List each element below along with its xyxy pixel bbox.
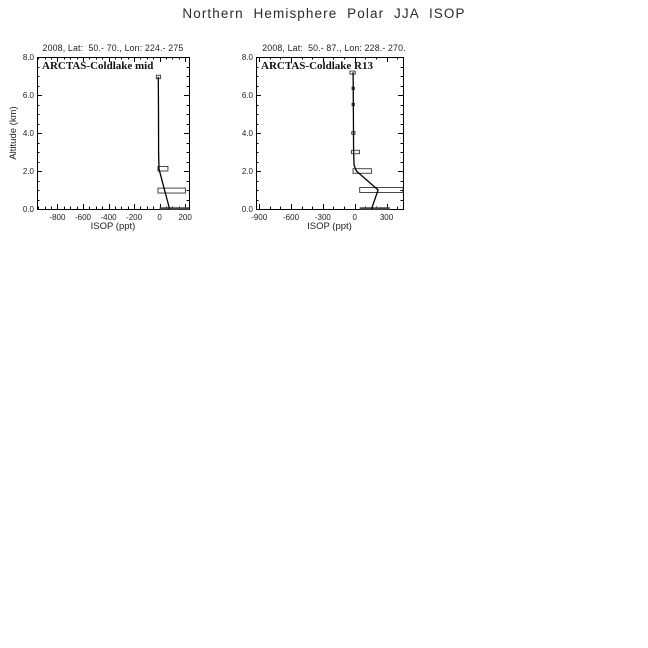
plot-frame xyxy=(37,57,190,210)
panel-header-right: 2008, Lat: 50.- 87., Lon: 228.- 270. xyxy=(262,43,406,53)
y-tick-label: 4.0 xyxy=(23,129,35,138)
panel-label-right: ARCTAS-Coldlake R13 xyxy=(261,60,373,72)
x-tick-label: -400 xyxy=(101,213,118,222)
chart-panel-left: -800 -600 -400 -200 0 200 0.0 2.0 4.0 6.0 8.0 xyxy=(23,53,193,222)
obs-box xyxy=(352,168,372,174)
x-axis-title-left: ISOP (ppt) xyxy=(90,221,136,232)
x-tick-label: 200 xyxy=(178,213,192,222)
x-tick-label: -900 xyxy=(251,213,268,222)
obs-boxes xyxy=(349,70,404,193)
obs-box xyxy=(157,165,169,172)
y-tick-label: 2.0 xyxy=(23,167,35,176)
x-tick-label: 0 xyxy=(352,213,357,222)
model-profile-line xyxy=(352,72,379,210)
y-tick-label: 2.0 xyxy=(242,167,254,176)
panel-label-left: ARCTAS-Coldlake mid xyxy=(42,60,154,72)
x-axis-title-right: ISOP (ppt) xyxy=(307,221,352,232)
figure-title: Northern Hemisphere Polar JJA ISOP xyxy=(182,6,466,21)
obs-box xyxy=(157,187,186,194)
chart-panel-right: -900 -600 -300 0 300 0.0 2.0 4.0 6.0 8.0 xyxy=(242,53,404,222)
x-tick-label: 300 xyxy=(380,213,394,222)
obs-boxes xyxy=(155,74,186,194)
axis-ticks xyxy=(256,57,403,210)
y-tick-label: 0.0 xyxy=(242,205,254,214)
x-tick-label: -600 xyxy=(283,213,300,222)
x-tick-label: -600 xyxy=(75,213,92,222)
obs-box xyxy=(359,187,404,193)
obs-box xyxy=(351,149,360,155)
x-tick-label: -800 xyxy=(49,213,66,222)
y-tick-label: 8.0 xyxy=(242,53,254,62)
model-profile-line xyxy=(157,76,171,210)
plot-frame xyxy=(256,57,404,210)
x-tick-label: 0 xyxy=(157,213,162,222)
axis-ticks xyxy=(37,57,189,210)
x-tick-label: -200 xyxy=(126,213,143,222)
x-tick-label: -300 xyxy=(315,213,332,222)
panel-header-left: 2008, Lat: 50.- 70., Lon: 224.- 275 xyxy=(42,43,184,53)
y-tick-label: 0.0 xyxy=(23,205,35,214)
y-tick-label: 8.0 xyxy=(23,53,35,62)
y-tick-label: 4.0 xyxy=(242,129,254,138)
y-tick-label: 6.0 xyxy=(23,91,35,100)
y-tick-label: 6.0 xyxy=(242,91,254,100)
